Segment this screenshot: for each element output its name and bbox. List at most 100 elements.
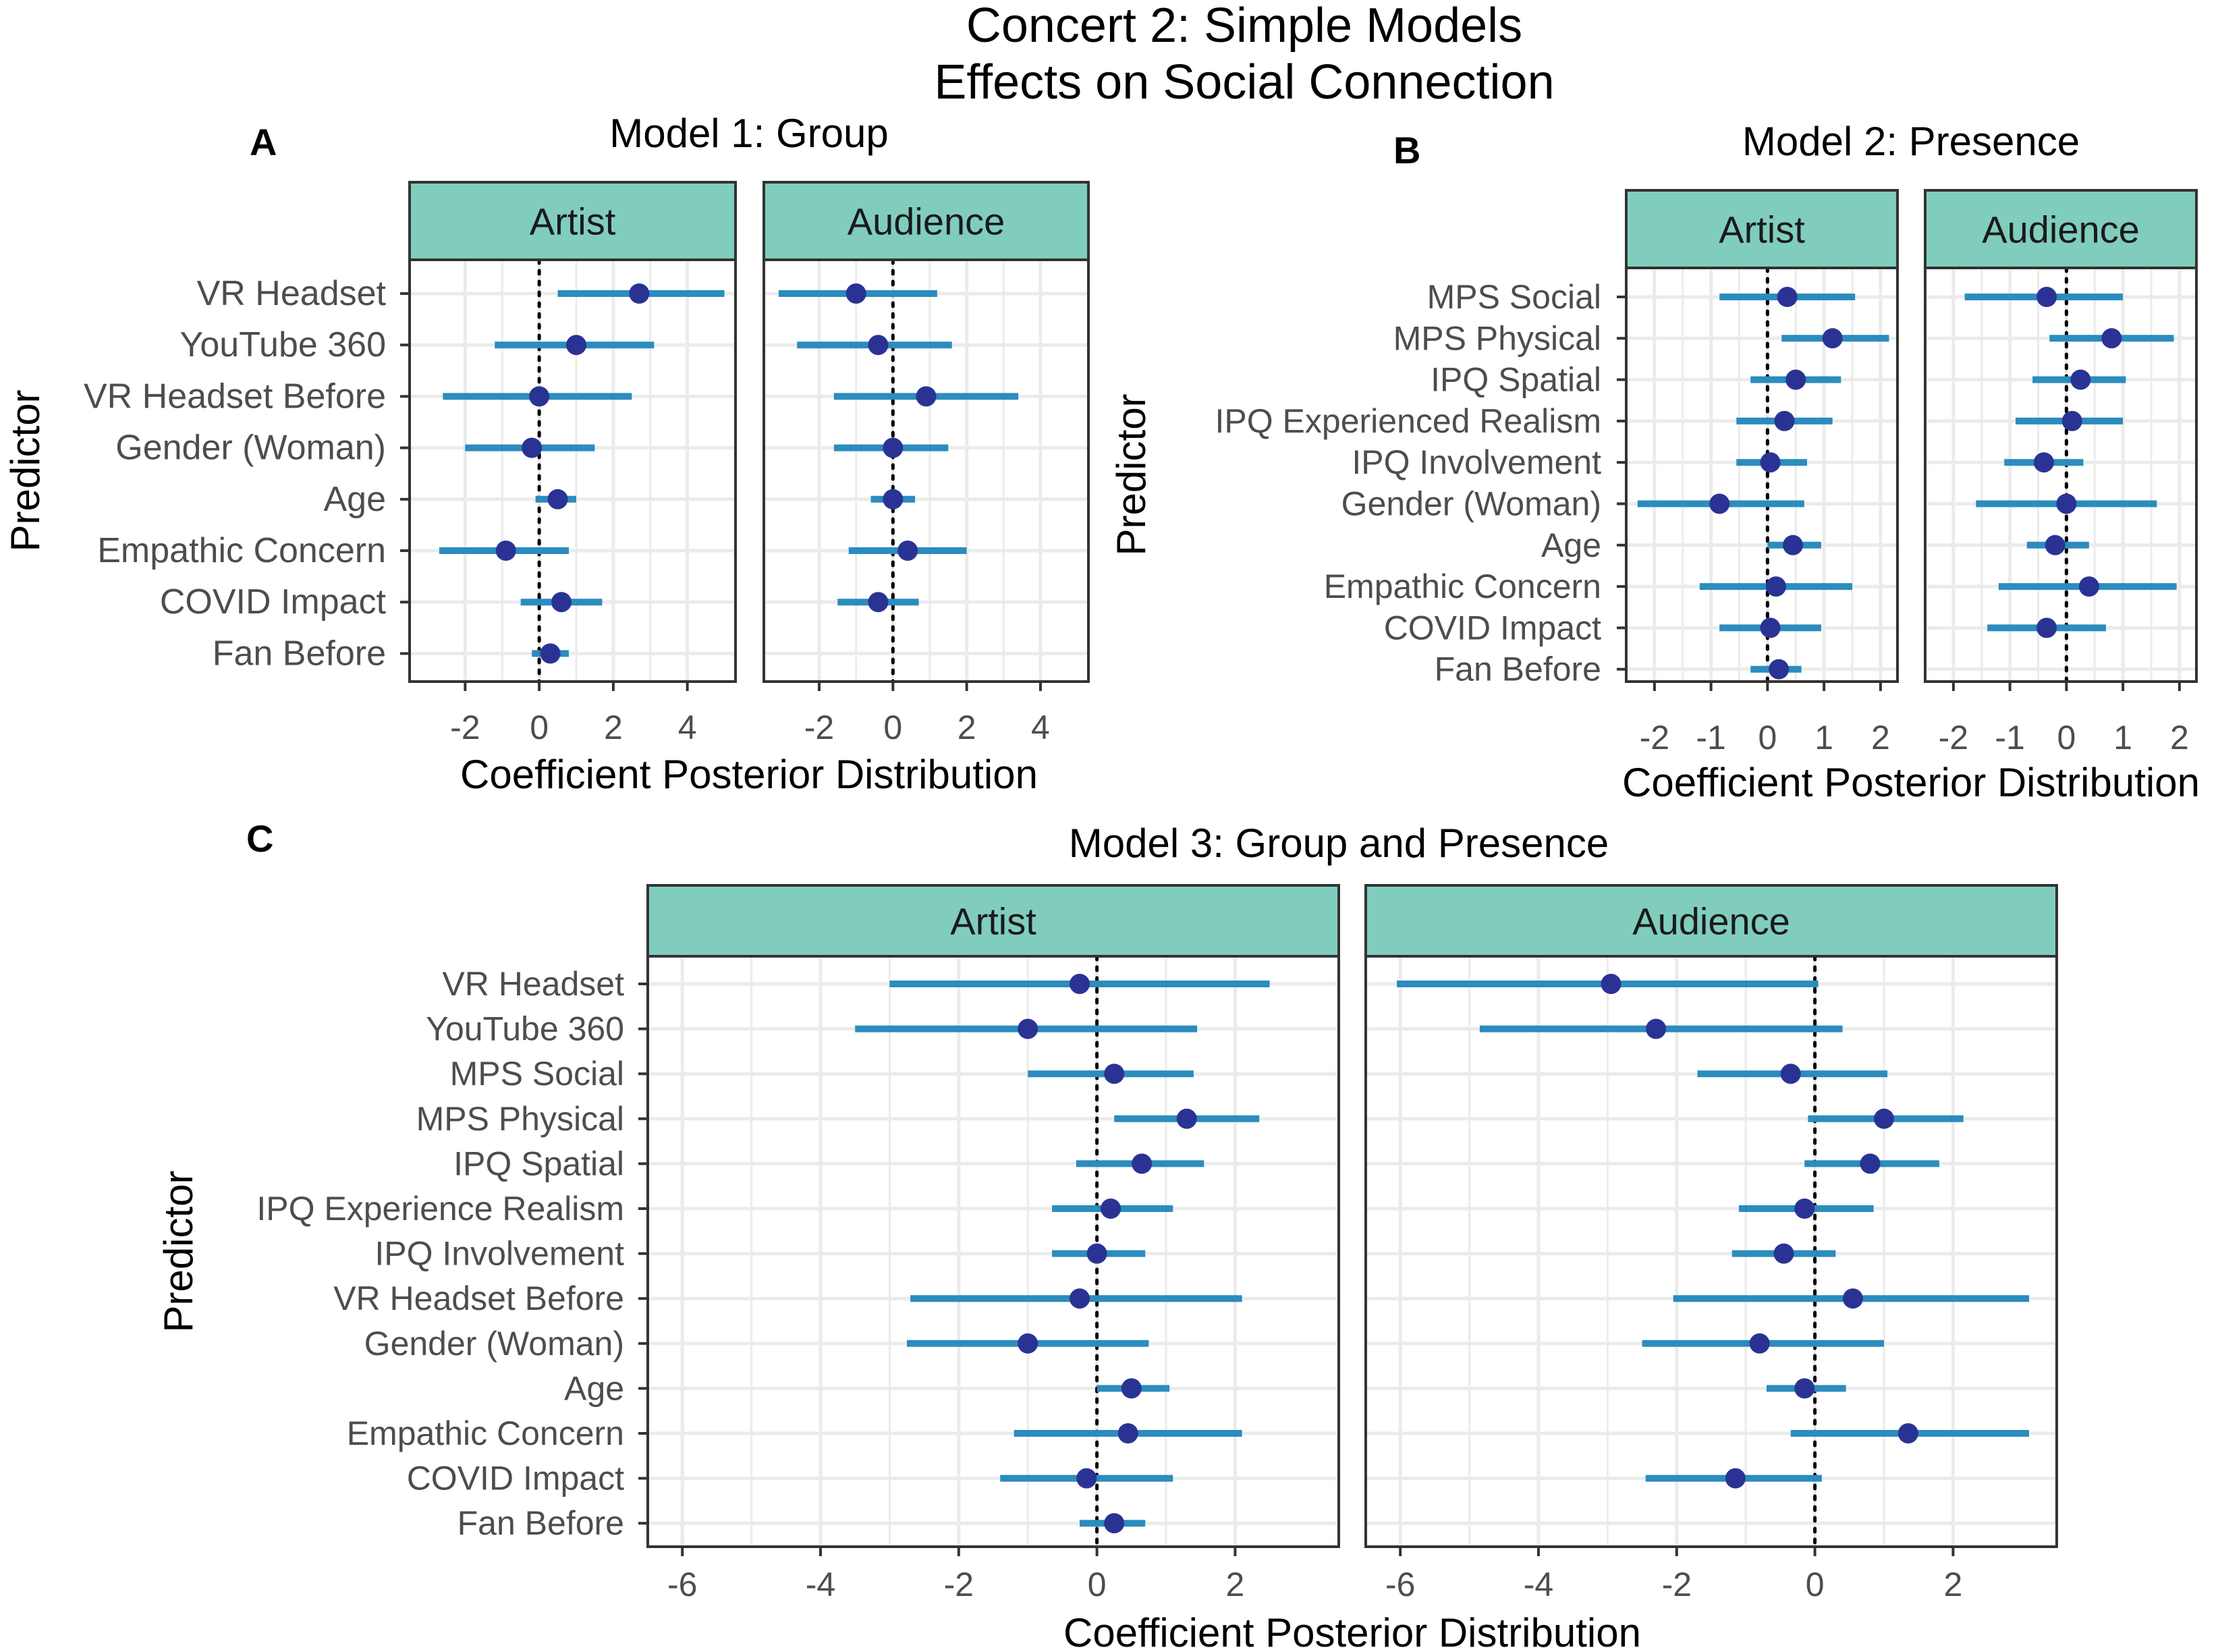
point-vr-headset-before (916, 386, 937, 407)
point-ipq-spatial (1860, 1153, 1881, 1174)
y-tick-label-mps-social: MPS Social (1427, 278, 1601, 316)
facet-audience: Audience -2 0 2 4 (763, 181, 1090, 746)
point-youtube-360 (1646, 1018, 1667, 1039)
x-tick-label: 2 (1943, 1566, 1962, 1603)
y-tick-label-youtube-360: YouTube 360 (179, 325, 386, 364)
x-tick-label: 2 (1871, 719, 1890, 756)
point-gender-woman (1018, 1333, 1038, 1354)
x-tick-label: 1 (2113, 719, 2132, 756)
figure-title: Concert 2: Simple Models (966, 0, 1522, 53)
y-tick-label-fan-before: Fan Before (1435, 651, 1601, 688)
facet-strip (1364, 884, 2058, 958)
x-tick-label: -2 (1662, 1566, 1692, 1603)
y-tick-label-ipq-experienced-realism: IPQ Experienced Realism (1215, 402, 1601, 440)
x-tick-label: 2 (604, 709, 623, 746)
x-tick-label: 4 (1031, 709, 1050, 746)
point-ipq-involvement (1086, 1243, 1107, 1264)
point-vr-headset (629, 283, 650, 304)
y-tick-label-mps-physical: MPS Physical (1393, 319, 1601, 357)
point-age (1121, 1378, 1142, 1399)
point-vr-headset-before (529, 386, 550, 407)
facet-artist: Artist -6 -4 -2 0 2 (646, 884, 1340, 1603)
facet-strip (408, 181, 737, 261)
y-axis-title: Predictor (3, 389, 48, 551)
point-age (1794, 1378, 1815, 1399)
facet-strip (1625, 189, 1899, 269)
x-tick-label: 2 (1225, 1566, 1244, 1603)
y-tick-label-age: Age (1541, 526, 1601, 564)
facet-strip-label: Artist (1719, 209, 1805, 251)
point-empathic-concern (2078, 576, 2099, 597)
y-tick-label-vr-headset-before: VR Headset Before (84, 377, 386, 416)
facet-strip-label: Audience (848, 200, 1005, 243)
y-tick-label-ipq-involvement: IPQ Involvement (375, 1235, 624, 1273)
y-tick-label-empathic-concern: Empathic Concern (97, 531, 386, 570)
point-youtube-360 (1018, 1018, 1038, 1039)
x-tick-label: 4 (678, 709, 697, 746)
point-mps-social (1780, 1064, 1801, 1084)
point-empathic-concern (495, 541, 516, 561)
point-vr-headset (845, 283, 866, 304)
y-tick-label-empathic-concern: Empathic Concern (347, 1414, 624, 1452)
y-tick-label-gender-woman: Gender (Woman) (364, 1325, 624, 1362)
x-tick-label: -1 (1696, 719, 1725, 756)
plot-background (1925, 268, 2196, 682)
x-tick-label: 2 (958, 709, 976, 746)
y-tick-label-age: Age (564, 1369, 624, 1407)
point-empathic-concern (1897, 1423, 1918, 1443)
x-tick-label: 0 (883, 709, 902, 746)
point-fan-before (1104, 1513, 1125, 1534)
point-ipq-involvement (2033, 452, 2054, 473)
facet-artist: Artist -2 0 2 4 (408, 181, 737, 746)
y-tick-label-vr-headset-before: VR Headset Before (333, 1279, 624, 1317)
panel-title: Model 1: Group (609, 111, 889, 156)
x-tick-label: -2 (450, 709, 480, 746)
panel-label: A (250, 121, 277, 163)
y-tick-label-mps-physical: MPS Physical (416, 1100, 624, 1138)
point-gender-woman (883, 437, 904, 458)
y-tick-label-fan-before: Fan Before (458, 1504, 624, 1542)
y-tick-label-mps-social: MPS Social (450, 1055, 624, 1093)
point-ipq-spatial (1785, 369, 1806, 390)
y-tick-label-empathic-concern: Empathic Concern (1324, 568, 1601, 605)
point-ipq-experienced-realism (2061, 410, 2082, 431)
point-age (883, 489, 904, 510)
point-covid-impact (1725, 1468, 1746, 1489)
facet-strip-label: Audience (1632, 900, 1790, 943)
plot-background (1366, 956, 2057, 1547)
y-tick-label-covid-impact: COVID Impact (160, 582, 387, 622)
panel-a-model-1-group: A Model 1: Group Artist -2 0 2 4 Audience -2 0 2 4 V… (3, 111, 1090, 797)
x-axis-title: Coefficient Posterior Distribution (1622, 760, 2200, 805)
y-axis-title: Predictor (1109, 393, 1154, 555)
point-covid-impact (868, 592, 889, 613)
point-youtube-360 (868, 335, 889, 356)
point-mps-physical (2101, 328, 2122, 349)
facet-strip (1924, 189, 2198, 269)
point-gender-woman (1709, 493, 1730, 514)
point-empathic-concern (1117, 1423, 1138, 1443)
facet-strip (646, 884, 1340, 958)
y-tick-label-fan-before: Fan Before (213, 634, 386, 673)
point-age (547, 489, 568, 510)
y-tick-label-youtube-360: YouTube 360 (426, 1010, 624, 1048)
point-covid-impact (2036, 617, 2057, 638)
x-tick-label: 0 (1806, 1566, 1825, 1603)
y-tick-label-covid-impact: COVID Impact (1384, 609, 1601, 646)
y-tick-label-gender-woman: Gender (Woman) (1341, 485, 1601, 523)
panel-c-model-3-group-and-presence: C Model 3: Group and Presence Artist -6 -4 -2… (156, 817, 2058, 1652)
point-age (1783, 534, 1804, 555)
x-tick-label: 0 (1088, 1566, 1107, 1603)
point-mps-physical (1176, 1108, 1197, 1129)
x-tick-label: -4 (806, 1566, 835, 1603)
x-tick-label: 0 (1758, 719, 1777, 756)
plot-background (1626, 268, 1897, 682)
point-mps-physical (1874, 1108, 1894, 1129)
point-empathic-concern (1765, 576, 1786, 597)
y-tick-label-covid-impact: COVID Impact (407, 1460, 624, 1497)
y-tick-label-vr-headset: VR Headset (442, 965, 624, 1003)
panel-label: B (1393, 129, 1420, 171)
point-ipq-spatial (2070, 369, 2091, 390)
point-covid-impact (1760, 617, 1781, 638)
